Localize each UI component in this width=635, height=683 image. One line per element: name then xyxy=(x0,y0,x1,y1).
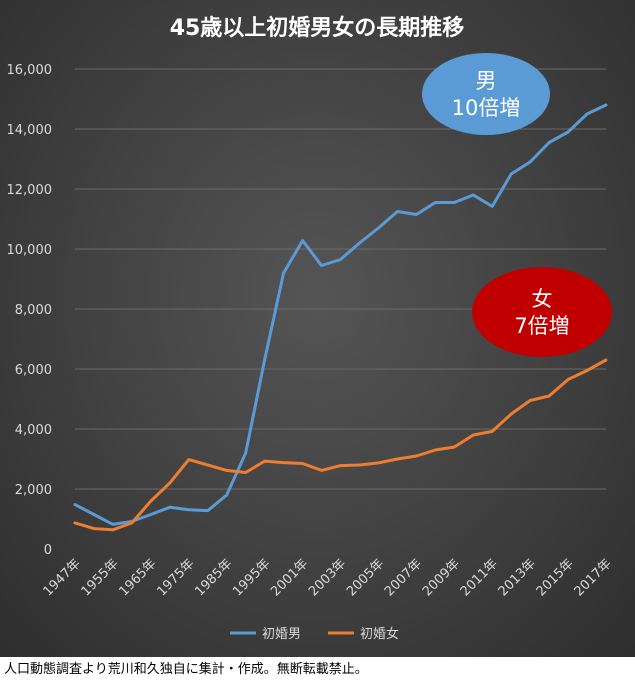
y-tick-label: 14,000 xyxy=(7,123,53,138)
chart-title: 45歳以上初婚男女の長期推移 xyxy=(170,15,465,41)
legend-entry: 初婚女 xyxy=(360,626,399,642)
x-tick-label: 2013年 xyxy=(496,556,539,599)
x-tick-label: 2007年 xyxy=(382,556,425,599)
x-tick-label: 2015年 xyxy=(534,556,577,599)
x-tick-label: 1985年 xyxy=(192,556,235,599)
y-tick-label: 0 xyxy=(44,543,52,558)
x-tick-label: 2001年 xyxy=(268,556,311,599)
series-line-female xyxy=(73,358,608,532)
x-tick-label: 2005年 xyxy=(344,556,387,599)
y-tick-label: 2,000 xyxy=(15,483,52,498)
y-tick-label: 10,000 xyxy=(7,243,53,258)
x-tick-label: 2011年 xyxy=(458,556,501,599)
series-line-male xyxy=(73,103,608,526)
x-tick-label: 1975年 xyxy=(154,556,197,599)
annotation-label: 男 xyxy=(476,69,497,93)
annotation-label: 10倍増 xyxy=(452,96,521,120)
line-chart: 45歳以上初婚男女の長期推移 0 2,000 4,000 6,000 8,000 10,0… xyxy=(6,15,615,642)
annotation-bubble xyxy=(472,267,612,357)
annotation-label: 女 xyxy=(532,287,553,311)
chart-panel: 45歳以上初婚男女の長期推移 0 2,000 4,000 6,000 8,000 10,0… xyxy=(0,0,635,657)
x-tick-label: 1947年 xyxy=(41,556,84,599)
source-footnote: 人口動態調査より荒川和久独自に集計・作成。無断転載禁止。 xyxy=(4,662,368,677)
x-tick-label: 1995年 xyxy=(230,556,273,599)
x-tick-label: 2003年 xyxy=(306,556,349,599)
y-tick-label: 8,000 xyxy=(15,303,52,318)
x-tick-label: 2009年 xyxy=(420,556,463,599)
legend-entry: 初婚男 xyxy=(262,627,301,642)
annotation-bubble xyxy=(422,53,550,135)
x-tick-label: 2017年 xyxy=(572,556,615,599)
y-tick-label: 12,000 xyxy=(7,183,53,198)
y-tick-label: 6,000 xyxy=(15,363,52,378)
x-tick-label: 1965年 xyxy=(116,556,159,599)
y-tick-label: 4,000 xyxy=(15,423,52,438)
x-tick-label: 1955年 xyxy=(79,556,122,599)
y-tick-label: 16,000 xyxy=(7,63,53,78)
annotation-label: 7倍増 xyxy=(514,314,569,338)
